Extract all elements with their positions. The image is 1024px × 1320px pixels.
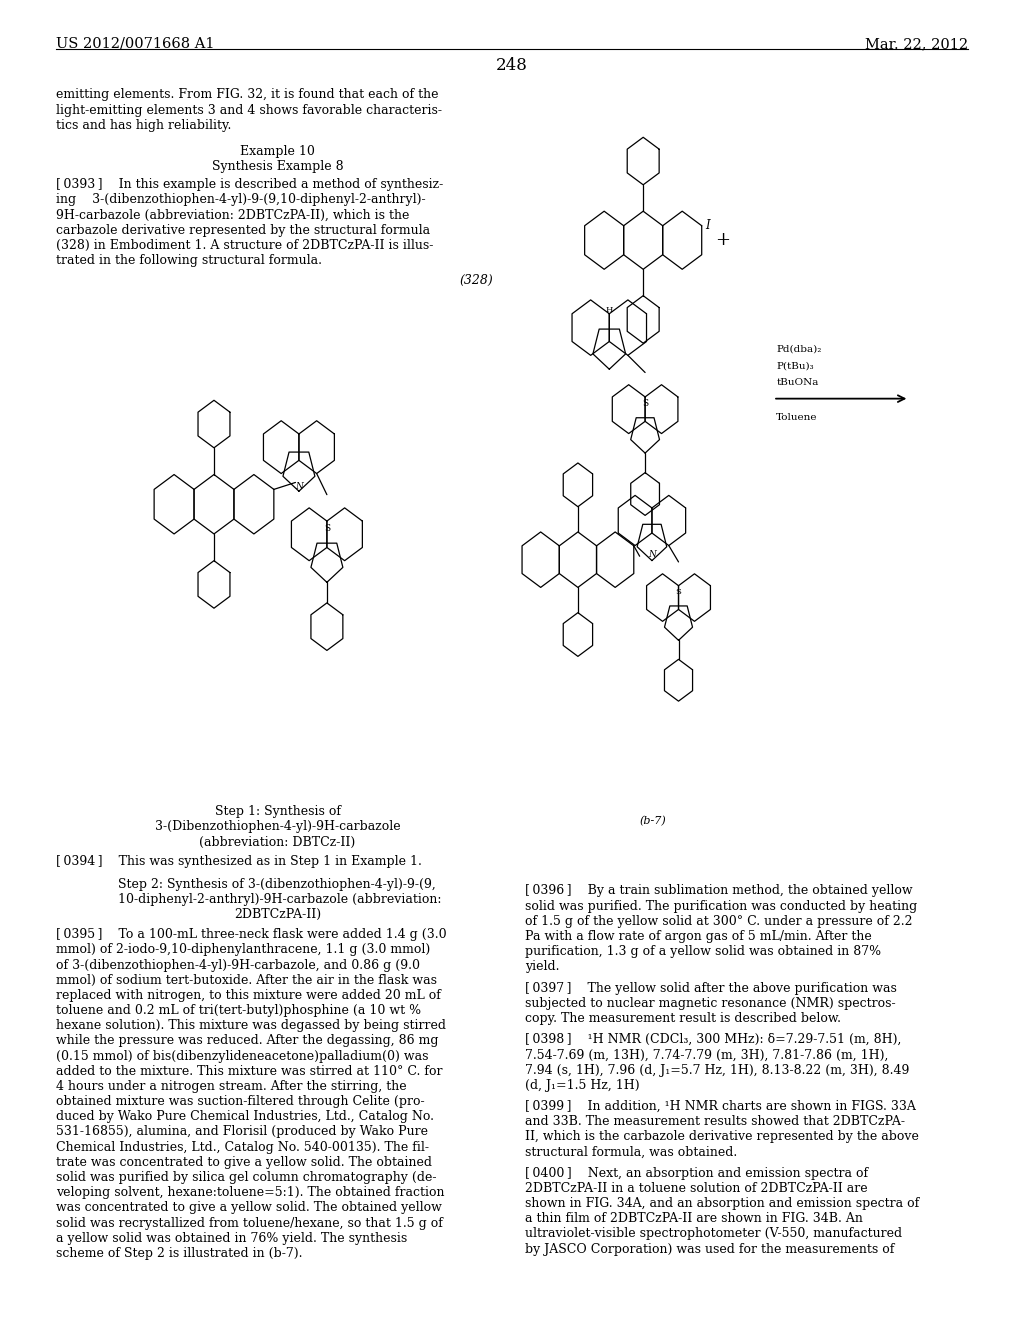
- Text: (abbreviation: DBTCz-II): (abbreviation: DBTCz-II): [200, 836, 355, 849]
- Text: 9H-carbazole (abbreviation: 2DBTCzPA-II), which is the: 9H-carbazole (abbreviation: 2DBTCzPA-II)…: [56, 209, 410, 222]
- Text: [ 0396 ]    By a train sublimation method, the obtained yellow: [ 0396 ] By a train sublimation method, …: [525, 884, 913, 898]
- Text: H: H: [605, 306, 613, 314]
- Text: trated in the following structural formula.: trated in the following structural formu…: [56, 253, 323, 267]
- Text: 7.94 (s, 1H), 7.96 (d, J₁=5.7 Hz, 1H), 8.13-8.22 (m, 3H), 8.49: 7.94 (s, 1H), 7.96 (d, J₁=5.7 Hz, 1H), 8…: [525, 1064, 909, 1077]
- Text: 10-diphenyl-2-anthryl)-9H-carbazole (abbreviation:: 10-diphenyl-2-anthryl)-9H-carbazole (abb…: [118, 894, 441, 907]
- Text: copy. The measurement result is described below.: copy. The measurement result is describe…: [525, 1012, 842, 1024]
- Text: Chemical Industries, Ltd., Catalog No. 540-00135). The fil-: Chemical Industries, Ltd., Catalog No. 5…: [56, 1140, 429, 1154]
- Text: (0.15 mmol) of bis(dibenzylideneacetone)palladium(0) was: (0.15 mmol) of bis(dibenzylideneacetone)…: [56, 1049, 429, 1063]
- Text: Mar. 22, 2012: Mar. 22, 2012: [864, 37, 968, 51]
- Text: (d, J₁=1.5 Hz, 1H): (d, J₁=1.5 Hz, 1H): [525, 1078, 640, 1092]
- Text: +: +: [715, 231, 730, 249]
- Text: S: S: [324, 524, 330, 533]
- Text: a thin film of 2DBTCzPA-II are shown in FIG. 34B. An: a thin film of 2DBTCzPA-II are shown in …: [525, 1212, 863, 1225]
- Text: Pd(dba)₂: Pd(dba)₂: [776, 345, 821, 354]
- Text: light-emitting elements ​3​ and ​4​ shows favorable characteris-: light-emitting elements ​3​ and ​4​ show…: [56, 103, 442, 116]
- Text: Synthesis Example 8: Synthesis Example 8: [212, 160, 343, 173]
- Text: II, which is the carbazole derivative represented by the above: II, which is the carbazole derivative re…: [525, 1130, 920, 1143]
- Text: N: N: [648, 550, 656, 558]
- Text: [ 0398 ]    ¹H NMR (CDCl₃, 300 MHz): δ=7.29-7.51 (m, 8H),: [ 0398 ] ¹H NMR (CDCl₃, 300 MHz): δ=7.29…: [525, 1034, 902, 1047]
- Text: replaced with nitrogen, to this mixture were added 20 mL of: replaced with nitrogen, to this mixture …: [56, 989, 441, 1002]
- Text: 531-16855), alumina, and Florisil (produced by Wako Pure: 531-16855), alumina, and Florisil (produ…: [56, 1126, 428, 1138]
- Text: of 3-(dibenzothiophen-4-yl)-9H-carbazole, and 0.86 g (9.0: of 3-(dibenzothiophen-4-yl)-9H-carbazole…: [56, 958, 420, 972]
- Text: hexane solution). This mixture was degassed by being stirred: hexane solution). This mixture was degas…: [56, 1019, 446, 1032]
- Text: carbazole derivative represented by the structural formula: carbazole derivative represented by the …: [56, 223, 430, 236]
- Text: (328) in Embodiment 1. A structure of 2DBTCzPA-II is illus-: (328) in Embodiment 1. A structure of 2D…: [56, 239, 434, 252]
- Text: yield.: yield.: [525, 961, 560, 973]
- Text: ultraviolet-visible spectrophotometer (V-550, manufactured: ultraviolet-visible spectrophotometer (V…: [525, 1228, 902, 1241]
- Text: mmol) of sodium tert-butoxide. After the air in the flask was: mmol) of sodium tert-butoxide. After the…: [56, 974, 437, 986]
- Text: N: N: [295, 482, 303, 491]
- Text: veloping solvent, hexane:toluene=5:1). The obtained fraction: veloping solvent, hexane:toluene=5:1). T…: [56, 1187, 444, 1199]
- Text: [ 0395 ]    To a 100-mL three-neck flask were added 1.4 g (3.0: [ 0395 ] To a 100-mL three-neck flask we…: [56, 928, 446, 941]
- Text: solid was purified by silica gel column chromatography (de-: solid was purified by silica gel column …: [56, 1171, 437, 1184]
- Text: Pa with a flow rate of argon gas of 5 mL/min. After the: Pa with a flow rate of argon gas of 5 mL…: [525, 929, 872, 942]
- Text: shown in FIG. 34A, and an absorption and emission spectra of: shown in FIG. 34A, and an absorption and…: [525, 1197, 920, 1210]
- Text: mmol) of 2-iodo-9,10-diphenylanthracene, 1.1 g (3.0 mmol): mmol) of 2-iodo-9,10-diphenylanthracene,…: [56, 944, 430, 956]
- Text: toluene and 0.2 mL of tri(tert-butyl)phosphine (a 10 wt %: toluene and 0.2 mL of tri(tert-butyl)pho…: [56, 1005, 422, 1016]
- Text: solid was recrystallized from toluene/hexane, so that 1.5 g of: solid was recrystallized from toluene/he…: [56, 1217, 443, 1229]
- Text: and 33B. The measurement results showed that 2DBTCzPA-: and 33B. The measurement results showed …: [525, 1115, 905, 1129]
- Text: US 2012/0071668 A1: US 2012/0071668 A1: [56, 37, 215, 51]
- Text: 4 hours under a nitrogen stream. After the stirring, the: 4 hours under a nitrogen stream. After t…: [56, 1080, 407, 1093]
- Text: (328): (328): [460, 273, 494, 286]
- Text: 248: 248: [496, 57, 528, 74]
- Text: by JASCO Corporation) was used for the measurements of: by JASCO Corporation) was used for the m…: [525, 1242, 895, 1255]
- Text: [ 0393 ]    In this example is described a method of synthesiz-: [ 0393 ] In this example is described a …: [56, 178, 443, 191]
- Text: tBuONa: tBuONa: [776, 378, 818, 387]
- Text: duced by Wako Pure Chemical Industries, Ltd., Catalog No.: duced by Wako Pure Chemical Industries, …: [56, 1110, 434, 1123]
- Text: trate was concentrated to give a yellow solid. The obtained: trate was concentrated to give a yellow …: [56, 1156, 432, 1168]
- Text: tics and has high reliability.: tics and has high reliability.: [56, 119, 231, 132]
- Text: [ 0397 ]    The yellow solid after the above purification was: [ 0397 ] The yellow solid after the abov…: [525, 982, 897, 994]
- Text: structural formula, was obtained.: structural formula, was obtained.: [525, 1146, 737, 1159]
- Text: purification, 1.3 g of a yellow solid was obtained in 87%: purification, 1.3 g of a yellow solid wa…: [525, 945, 882, 958]
- Text: Toluene: Toluene: [776, 413, 818, 422]
- Text: a yellow solid was obtained in 76% yield. The synthesis: a yellow solid was obtained in 76% yield…: [56, 1232, 408, 1245]
- Text: 3-(Dibenzothiophen-4-yl)-9H-carbazole: 3-(Dibenzothiophen-4-yl)-9H-carbazole: [155, 820, 400, 833]
- Text: while the pressure was reduced. After the degassing, 86 mg: while the pressure was reduced. After th…: [56, 1035, 439, 1047]
- Text: added to the mixture. This mixture was stirred at 110° C. for: added to the mixture. This mixture was s…: [56, 1065, 442, 1077]
- Text: ing    3-(dibenzothiophen-4-yl)-9-(9,10-diphenyl-2-anthryl)-: ing 3-(dibenzothiophen-4-yl)-9-(9,10-dip…: [56, 193, 426, 206]
- Text: S: S: [642, 399, 648, 408]
- Text: [ 0394 ]    This was synthesized as in Step 1 in Example 1.: [ 0394 ] This was synthesized as in Step…: [56, 855, 422, 869]
- Text: P(tBu)₃: P(tBu)₃: [776, 362, 814, 371]
- Text: scheme of Step 2 is illustrated in (b-7).: scheme of Step 2 is illustrated in (b-7)…: [56, 1247, 303, 1259]
- Text: 7.54-7.69 (m, 13H), 7.74-7.79 (m, 3H), 7.81-7.86 (m, 1H),: 7.54-7.69 (m, 13H), 7.74-7.79 (m, 3H), 7…: [525, 1048, 889, 1061]
- Text: obtained mixture was suction-filtered through Celite (pro-: obtained mixture was suction-filtered th…: [56, 1096, 425, 1107]
- Text: I: I: [705, 219, 710, 232]
- Text: S: S: [676, 587, 681, 595]
- Text: (b-7): (b-7): [640, 816, 667, 826]
- Text: solid was purified. The purification was conducted by heating: solid was purified. The purification was…: [525, 900, 918, 912]
- Text: Step 1: Synthesis of: Step 1: Synthesis of: [214, 805, 341, 818]
- Text: [ 0400 ]    Next, an absorption and emission spectra of: [ 0400 ] Next, an absorption and emissio…: [525, 1167, 868, 1180]
- Text: Step 2: Synthesis of 3-(dibenzothiophen-4-yl)-9-(9,: Step 2: Synthesis of 3-(dibenzothiophen-…: [118, 878, 435, 891]
- Text: Example 10: Example 10: [240, 145, 315, 157]
- Text: emitting elements. From FIG. ​32, it is found that each of the: emitting elements. From FIG. ​32, it is …: [56, 88, 439, 102]
- Text: of 1.5 g of the yellow solid at 300° C. under a pressure of 2.2: of 1.5 g of the yellow solid at 300° C. …: [525, 915, 912, 928]
- Text: was concentrated to give a yellow solid. The obtained yellow: was concentrated to give a yellow solid.…: [56, 1201, 442, 1214]
- Text: subjected to nuclear magnetic resonance (NMR) spectros-: subjected to nuclear magnetic resonance …: [525, 997, 896, 1010]
- Text: [ 0399 ]    In addition, ¹H NMR charts are shown in FIGS. 33A: [ 0399 ] In addition, ¹H NMR charts are …: [525, 1100, 916, 1113]
- Text: 2DBTCzPA-II): 2DBTCzPA-II): [233, 908, 322, 921]
- Text: 2DBTCzPA-II in a toluene solution of 2DBTCzPA-II are: 2DBTCzPA-II in a toluene solution of 2DB…: [525, 1181, 868, 1195]
